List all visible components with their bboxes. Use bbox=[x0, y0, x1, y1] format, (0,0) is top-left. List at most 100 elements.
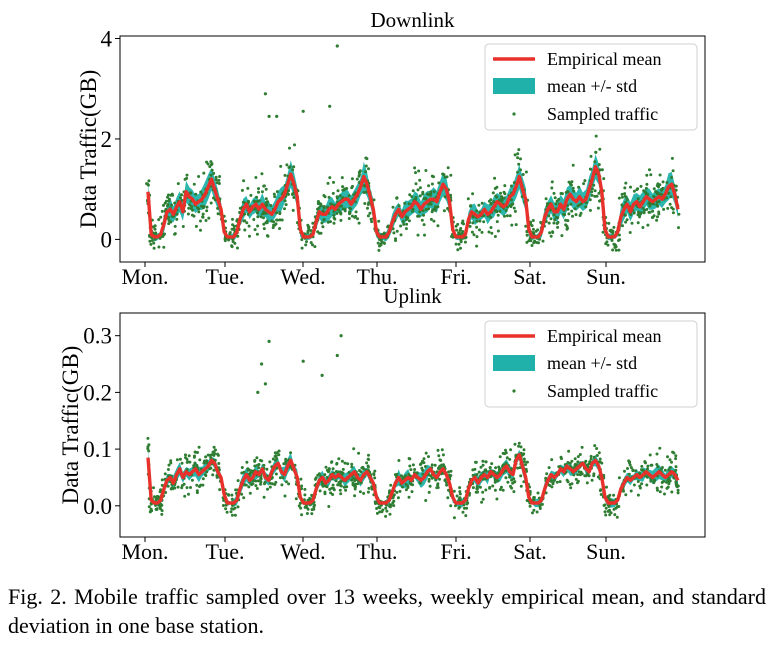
sampled-point bbox=[648, 210, 652, 214]
sampled-point bbox=[301, 359, 305, 363]
sampled-point bbox=[339, 334, 343, 338]
sampled-point bbox=[540, 502, 544, 506]
sampled-point bbox=[454, 504, 457, 508]
sampled-point bbox=[427, 193, 430, 196]
sampled-point bbox=[534, 229, 538, 233]
sampled-point bbox=[336, 483, 340, 487]
sampled-point bbox=[384, 506, 388, 510]
sampled-point bbox=[309, 241, 313, 245]
sampled-point bbox=[553, 478, 556, 482]
sampled-point bbox=[493, 235, 497, 238]
sampled-point bbox=[457, 242, 461, 246]
sampled-point bbox=[471, 221, 475, 225]
sampled-point bbox=[508, 214, 512, 218]
sampled-point bbox=[590, 187, 594, 191]
sampled-point bbox=[228, 231, 232, 234]
sampled-point bbox=[590, 478, 594, 482]
sampled-point bbox=[352, 447, 356, 451]
sampled-point bbox=[378, 238, 381, 241]
sampled-point bbox=[270, 482, 274, 486]
sampled-point bbox=[418, 194, 422, 198]
sampled-point bbox=[332, 221, 336, 225]
sampled-point bbox=[454, 224, 458, 228]
sampled-point bbox=[660, 188, 663, 192]
sampled-point bbox=[410, 209, 414, 213]
sampled-point bbox=[249, 193, 253, 197]
sampled-point bbox=[532, 496, 536, 499]
sampled-point bbox=[459, 227, 463, 230]
sampled-point bbox=[440, 448, 444, 452]
sampled-point bbox=[248, 491, 252, 495]
sampled-point bbox=[571, 163, 575, 167]
sampled-point bbox=[475, 209, 479, 213]
sampled-point bbox=[669, 195, 673, 199]
sampled-point bbox=[285, 163, 289, 167]
sampled-point bbox=[187, 492, 190, 496]
sampled-point bbox=[251, 482, 255, 486]
sampled-point bbox=[364, 164, 368, 168]
sampled-point bbox=[214, 178, 218, 182]
sampled-point bbox=[248, 473, 252, 477]
sampled-point bbox=[589, 154, 593, 158]
sampled-point bbox=[204, 455, 208, 459]
sampled-point bbox=[565, 224, 569, 228]
sampled-point bbox=[597, 451, 601, 455]
sampled-point bbox=[504, 469, 508, 473]
sampled-point bbox=[291, 168, 295, 172]
y-tick-label: 0.3 bbox=[83, 324, 112, 349]
sampled-point bbox=[473, 467, 477, 471]
sampled-point bbox=[620, 192, 624, 196]
sampled-point bbox=[341, 471, 345, 475]
legend-label: Sampled traffic bbox=[547, 381, 658, 401]
sampled-point bbox=[592, 183, 596, 187]
sampled-point bbox=[430, 182, 434, 186]
sampled-point bbox=[278, 218, 282, 222]
sampled-point bbox=[201, 483, 205, 487]
sampled-point bbox=[152, 225, 156, 229]
sampled-point bbox=[354, 482, 358, 486]
sampled-point bbox=[576, 204, 580, 208]
x-tick-label: Thu. bbox=[357, 539, 398, 564]
sampled-point bbox=[495, 185, 499, 189]
sampled-point bbox=[380, 510, 384, 514]
sampled-point bbox=[267, 114, 271, 118]
sampled-point bbox=[377, 248, 381, 252]
sampled-point bbox=[655, 486, 659, 490]
sampled-point bbox=[216, 212, 220, 216]
sampled-point bbox=[442, 463, 445, 467]
sampled-point bbox=[648, 453, 652, 457]
sampled-point bbox=[364, 170, 368, 174]
sampled-point bbox=[331, 483, 335, 487]
sampled-point bbox=[388, 504, 391, 508]
sampled-point bbox=[655, 200, 659, 204]
sampled-point bbox=[212, 171, 216, 175]
sampled-point bbox=[570, 459, 574, 463]
sampled-point bbox=[173, 224, 177, 228]
sampled-point bbox=[160, 209, 164, 213]
sampled-point bbox=[190, 478, 194, 482]
sampled-point bbox=[484, 460, 488, 464]
sampled-point bbox=[599, 488, 603, 492]
sampled-point bbox=[241, 200, 245, 204]
sampled-point bbox=[275, 114, 279, 118]
sampled-point bbox=[481, 497, 485, 501]
sampled-point bbox=[629, 489, 633, 493]
sampled-point bbox=[197, 207, 201, 211]
sampled-point bbox=[169, 459, 173, 463]
sampled-point bbox=[638, 471, 642, 475]
sampled-point bbox=[635, 188, 639, 192]
sampled-point bbox=[274, 458, 278, 462]
sampled-point bbox=[423, 233, 426, 237]
sampled-point bbox=[447, 470, 451, 474]
sampled-point bbox=[670, 490, 674, 494]
sampled-point bbox=[259, 480, 263, 484]
sampled-point bbox=[541, 239, 545, 243]
sampled-point bbox=[405, 222, 409, 226]
sampled-point bbox=[460, 221, 464, 225]
sampled-point bbox=[287, 166, 291, 169]
sampled-point bbox=[512, 490, 516, 494]
sampled-point bbox=[182, 482, 186, 486]
sampled-point bbox=[201, 477, 205, 481]
sampled-point bbox=[147, 443, 151, 447]
sampled-point bbox=[260, 190, 264, 194]
